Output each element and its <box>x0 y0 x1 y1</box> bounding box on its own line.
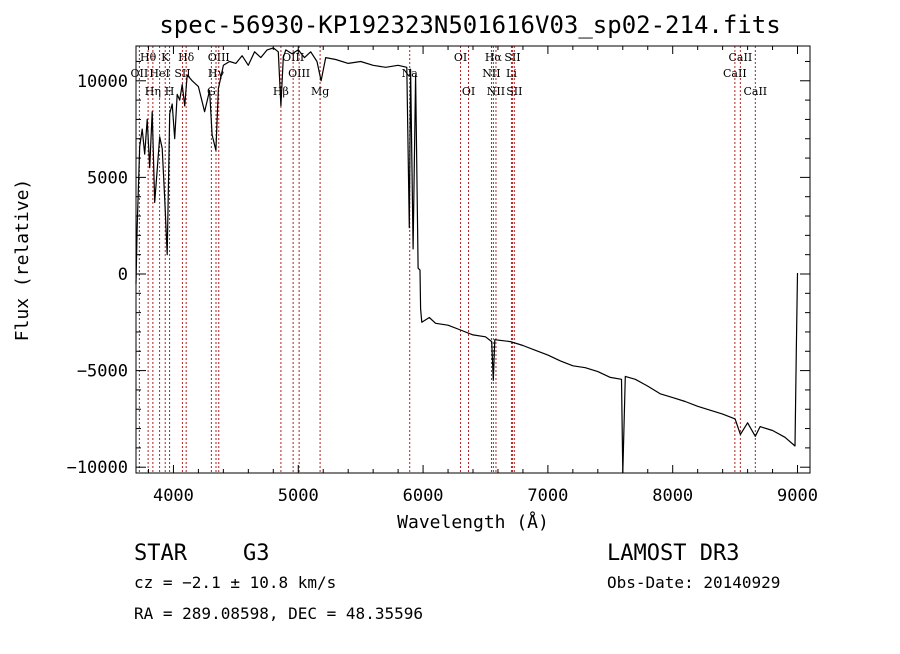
line-label: OI <box>454 51 467 64</box>
emission-line-markers <box>138 46 756 473</box>
line-label: SII <box>174 67 190 80</box>
redshift-readout: cz = −2.1 ± 10.8 km/s <box>134 573 336 592</box>
line-label: OI <box>462 85 475 98</box>
x-tick-label: 8000 <box>652 486 693 506</box>
line-label: Hβ <box>273 85 289 98</box>
y-axis-title: Flux (relative) <box>12 179 33 342</box>
line-label: Hδ <box>178 51 195 64</box>
line-label: OIII <box>288 67 310 80</box>
y-tick-label: 0 <box>118 265 128 285</box>
y-tick-label: −10000 <box>67 458 128 478</box>
line-label: H <box>165 85 175 98</box>
line-label: OIII <box>282 51 304 64</box>
object-class: STAR <box>134 541 188 566</box>
plot-frame <box>135 45 811 474</box>
line-label: CaII <box>723 67 747 80</box>
y-tick-label: 5000 <box>87 168 128 188</box>
x-tick-label: 6000 <box>403 486 444 506</box>
line-label: Hη <box>145 85 161 98</box>
line-label: OIII <box>208 51 230 64</box>
line-label: CaII <box>729 51 753 64</box>
line-label: Li <box>506 67 517 80</box>
line-label: SII <box>506 85 522 98</box>
line-label: Hα <box>485 51 503 64</box>
line-label: Hθ <box>140 51 157 64</box>
chart-title: spec-56930-KP192323N501616V03_sp02-214.f… <box>159 11 780 39</box>
coordinates: RA = 289.08598, DEC = 48.35596 <box>134 604 423 623</box>
line-label: HeI <box>149 67 169 80</box>
line-label: OII <box>131 67 149 80</box>
x-tick-label: 7000 <box>527 486 568 506</box>
x-axis-title: Wavelength (Å) <box>397 511 549 533</box>
line-label: Na <box>402 67 419 80</box>
x-tick-label: 5000 <box>278 486 319 506</box>
y-tick-label: −5000 <box>77 362 128 382</box>
line-label: NII <box>482 67 500 80</box>
line-label: K <box>161 51 170 64</box>
line-label: NII <box>487 85 505 98</box>
line-label: G <box>207 85 216 98</box>
y-axis-ticks: −10000 −5000 0 5000 10000 <box>67 60 810 478</box>
line-label: CaII <box>743 85 767 98</box>
line-label: Mg <box>311 85 329 98</box>
survey-name: LAMOST DR3 <box>607 541 739 566</box>
y-tick-label: 10000 <box>77 72 128 92</box>
x-axis-ticks: 4000 5000 6000 7000 8000 9000 <box>147 46 818 506</box>
object-subclass: G3 <box>243 541 270 566</box>
line-label: SII <box>504 51 520 64</box>
obs-date: Obs-Date: 20140929 <box>607 573 780 592</box>
x-tick-label: 9000 <box>777 486 818 506</box>
x-tick-label: 4000 <box>153 486 194 506</box>
spectrum-line <box>135 47 799 474</box>
